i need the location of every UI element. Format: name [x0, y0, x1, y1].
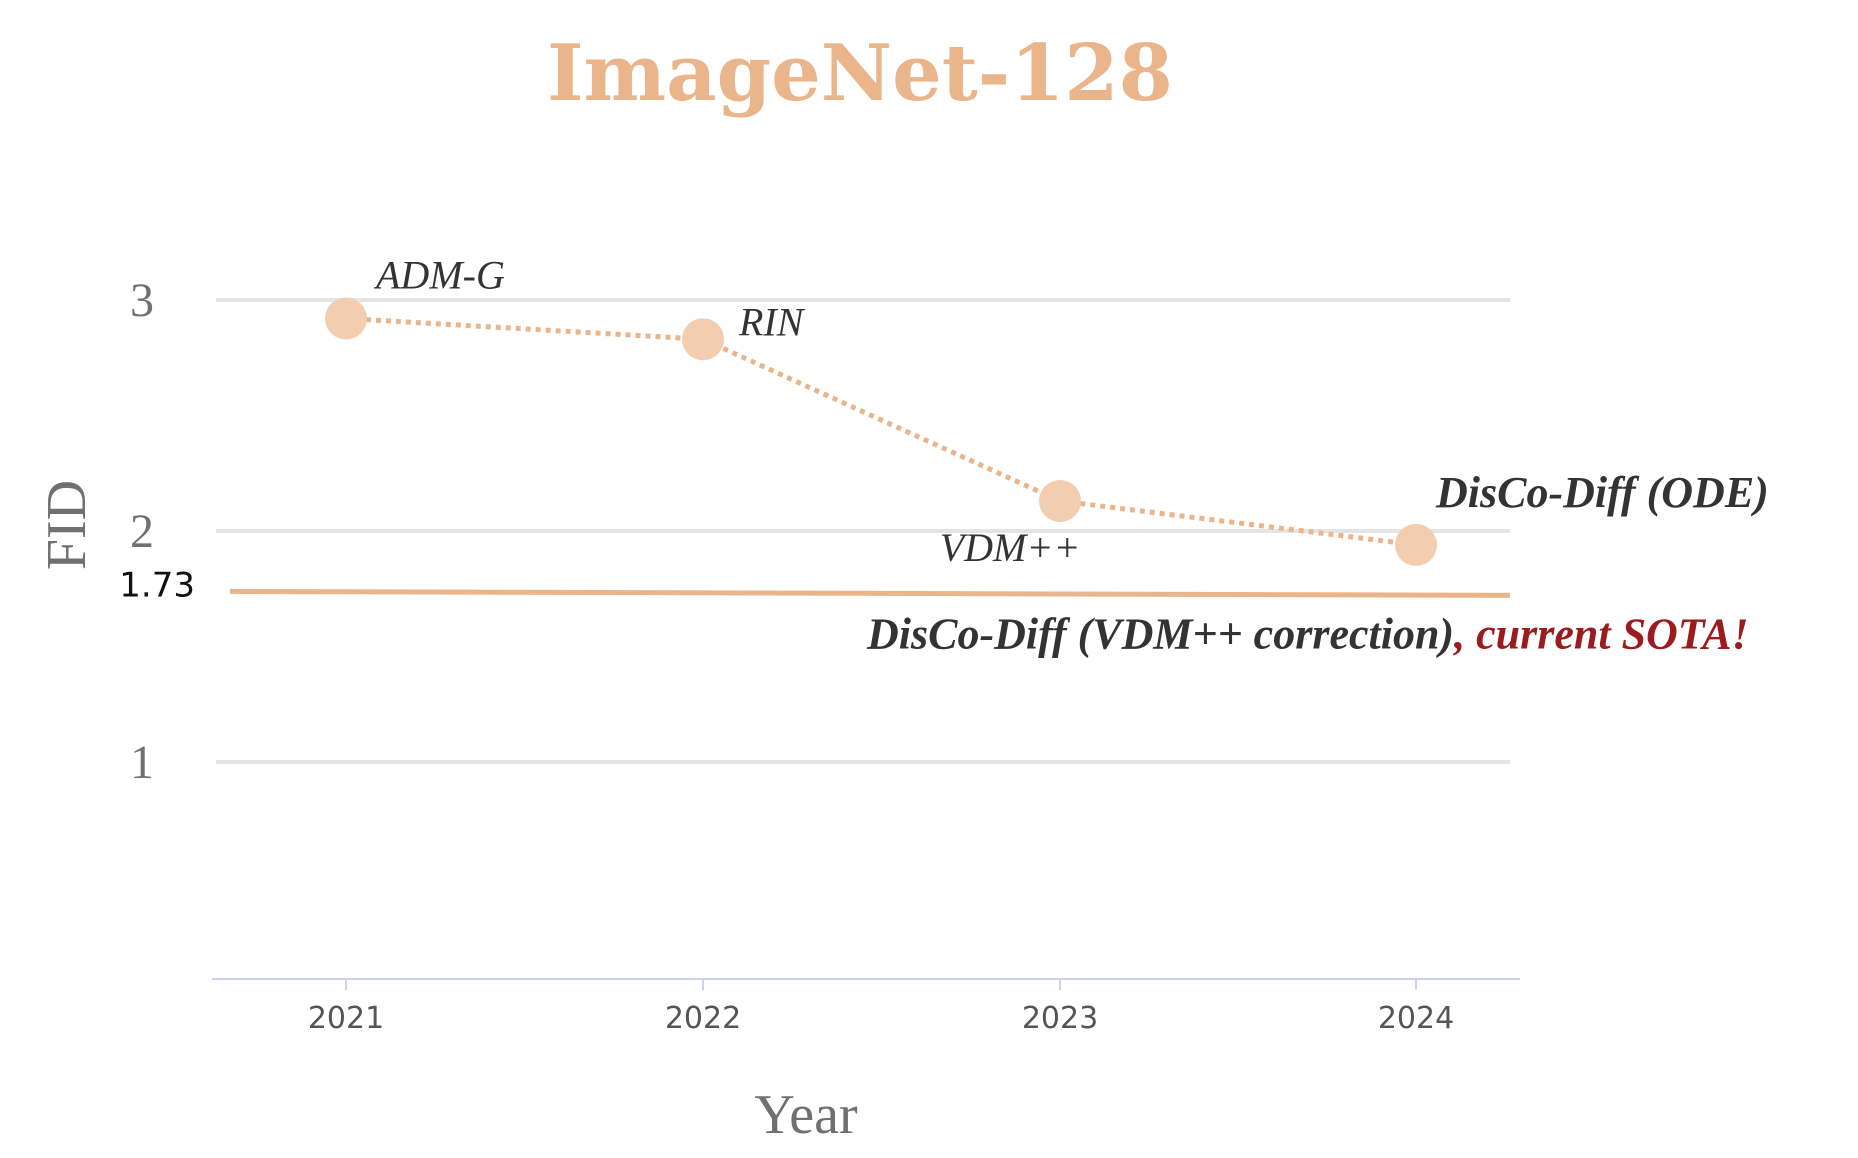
x-tick-group: 2021 2022 2023 2024: [308, 979, 1454, 1036]
y-tick-label: 2: [130, 505, 154, 558]
y-tick-label: 3: [130, 274, 154, 327]
x-tick-label: 2022: [665, 1001, 741, 1036]
data-point: [682, 318, 724, 361]
data-point: [1039, 479, 1081, 522]
x-axis-label: Year: [754, 1084, 858, 1146]
series-line: [345, 315, 1417, 548]
x-tick-label: 2021: [308, 1001, 384, 1036]
reference-line-label: DisCo-Diff (VDM++ correction), current S…: [866, 609, 1749, 658]
reference-line-group: 1.73 DisCo-Diff (VDM++ correction), curr…: [119, 565, 1748, 658]
reference-line: [229, 588, 1511, 598]
x-tick-label: 2023: [1022, 1001, 1098, 1036]
series-group: ADM-G RIN VDM++ DisCo-Diff (ODE): [325, 252, 1769, 570]
data-point: [325, 297, 367, 340]
y-axis-label: FID: [36, 480, 98, 570]
y-tick-label: 1: [130, 736, 154, 789]
data-point-label: DisCo-Diff (ODE): [1435, 468, 1769, 517]
chart-title: ImageNet-128: [547, 28, 1173, 119]
gridlines: [216, 298, 1510, 764]
x-tick-label: 2024: [1378, 1001, 1454, 1036]
data-point-label: ADM-G: [373, 252, 505, 297]
data-point: [1395, 523, 1437, 566]
reference-value-label: 1.73: [119, 565, 195, 605]
reference-line-label-main: DisCo-Diff (VDM++ correction): [866, 609, 1454, 658]
y-tick-labels: 1 2 3: [130, 274, 154, 789]
reference-line-label-suffix: , current SOTA!: [1453, 609, 1749, 658]
data-point-label: VDM++: [940, 525, 1081, 570]
data-point-label: RIN: [738, 299, 806, 344]
